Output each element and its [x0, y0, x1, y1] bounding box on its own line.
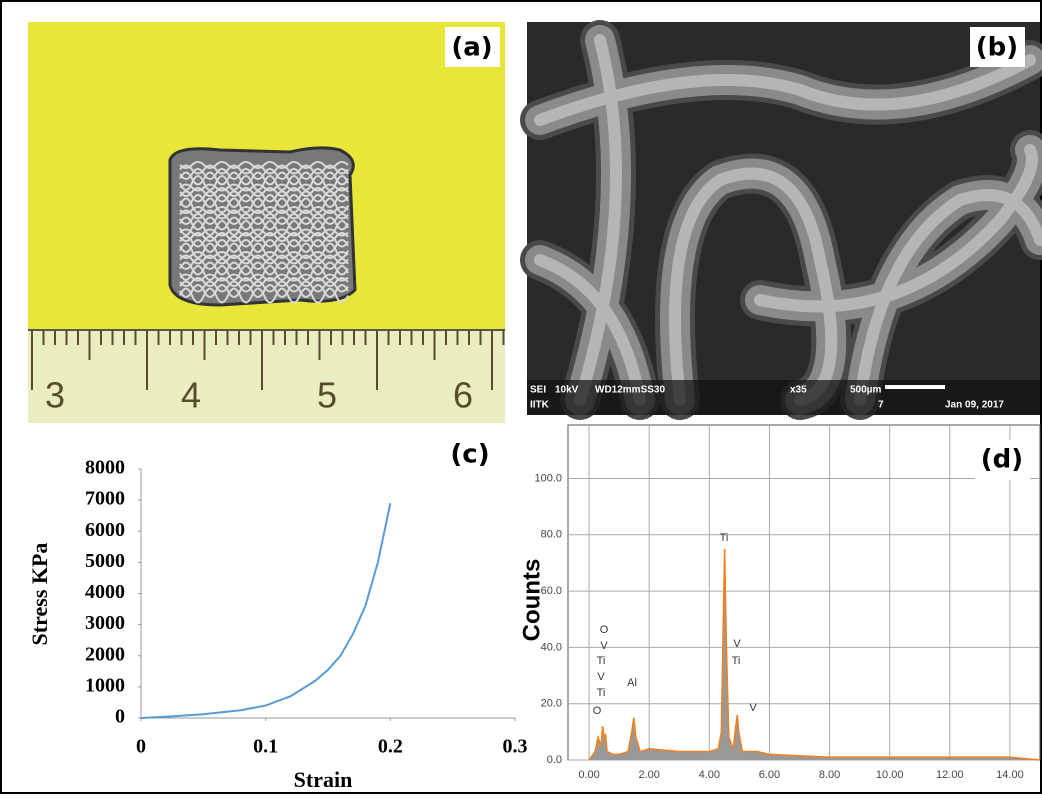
y-tick-label: 40.0	[541, 641, 562, 653]
ruler-number: 3	[45, 375, 65, 416]
x-tick-label: 0.00	[578, 769, 599, 781]
peak-label: O	[600, 624, 609, 636]
peak-label: V	[733, 638, 741, 650]
x-tick-label: 14.00	[996, 769, 1024, 781]
sem-info: Jan 09, 2017	[945, 400, 1004, 411]
x-tick-label: 0.1	[253, 736, 278, 758]
y-tick-label: 1000	[85, 674, 125, 696]
peak-label: Ti	[720, 532, 729, 544]
y-axis-title: Counts	[518, 559, 545, 642]
peak-label: V	[597, 671, 605, 683]
x-tick-label: 8.00	[819, 769, 840, 781]
y-tick-label: 0	[115, 706, 125, 728]
photo-a: (a) 3 4 5 6	[28, 22, 505, 423]
x-tick-label: 0	[136, 736, 146, 758]
y-tick-label: 7000	[85, 488, 125, 510]
y-tick-label: 4000	[85, 581, 125, 603]
x-tick-label: 10.00	[876, 769, 904, 781]
photo-b: SEI 10kV WD12mmSS30 x35 500µm IITK 7 Jan 09, 20…	[527, 22, 1040, 415]
sem-info: x35	[790, 385, 807, 396]
peak-label: O	[593, 705, 602, 717]
figure: (a) 3 4 5 6 SEI 10kV WD12mmSS30 x35 500µm IITK 7 J…	[0, 0, 1042, 794]
y-tick-label: 5000	[85, 550, 125, 572]
y-tick-label: 20.0	[541, 698, 562, 710]
y-axis-title: Stress KPa	[27, 543, 52, 646]
x-axis-title: Strain	[294, 767, 353, 792]
panel-label: (b)	[976, 33, 1018, 63]
y-tick-label: 2000	[85, 643, 125, 665]
x-tick-label: 12.00	[936, 769, 964, 781]
peak-label: V	[749, 702, 757, 714]
y-tick-label: 100.0	[534, 472, 562, 484]
peak-label: Ti	[732, 655, 741, 667]
x-tick-label: 4.00	[699, 769, 720, 781]
plot-area	[568, 425, 1040, 760]
page: (a) 3 4 5 6 SEI 10kV WD12mmSS30 x35 500µm IITK 7 J…	[0, 0, 1042, 799]
peak-label: Al	[627, 677, 637, 689]
sem-info: 500µm	[850, 385, 881, 396]
y-tick-label: 80.0	[541, 529, 562, 541]
peak-label: Ti	[597, 655, 606, 667]
x-tick-label: 0.2	[378, 736, 403, 758]
sem-info: SEI	[530, 385, 546, 396]
y-tick-label: 0.0	[547, 754, 562, 766]
panel-label: (c)	[450, 440, 489, 470]
y-tick-label: 3000	[85, 612, 125, 634]
sem-info: IITK	[530, 400, 550, 411]
ruler-number: 6	[453, 375, 473, 416]
sem-info: 10kV	[555, 385, 579, 396]
panel-label: (a)	[451, 33, 492, 63]
x-tick-label: 0.3	[503, 736, 528, 758]
x-tick-label: 6.00	[759, 769, 780, 781]
ruler-number: 5	[317, 375, 337, 416]
x-tick-label: 2.00	[638, 769, 659, 781]
y-tick-label: 6000	[85, 519, 125, 541]
peak-label: Ti	[597, 687, 606, 699]
sem-info: 7	[878, 400, 884, 411]
peak-label: V	[600, 640, 608, 652]
panel-label: (d)	[981, 445, 1023, 475]
y-tick-label: 8000	[85, 457, 125, 479]
ruler-number: 4	[181, 375, 201, 416]
sem-info: WD12mmSS30	[595, 385, 665, 396]
